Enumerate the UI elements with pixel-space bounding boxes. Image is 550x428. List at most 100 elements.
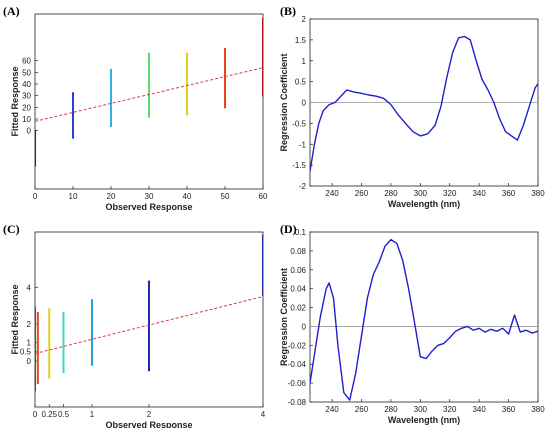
plot-frame xyxy=(309,231,539,403)
coefficient-line xyxy=(310,238,538,401)
y-tick-label: 1 xyxy=(27,339,32,348)
x-tick-label: 360 xyxy=(502,189,516,198)
x-tick-label: 280 xyxy=(384,189,398,198)
data-point xyxy=(109,124,113,128)
y-tick-label: -0.5 xyxy=(292,119,306,128)
y-tick-label: -1 xyxy=(299,140,307,149)
y-tick-label: 40 xyxy=(22,80,31,89)
x-tick-label: 2 xyxy=(147,410,152,419)
data-point xyxy=(147,115,151,118)
data-point xyxy=(62,311,65,315)
x-tick-label: 40 xyxy=(183,192,192,201)
x-tick-label: 0.5 xyxy=(58,410,70,419)
data-point xyxy=(223,47,227,51)
fit-line xyxy=(35,67,263,122)
y-tick-label: 0.04 xyxy=(290,285,306,294)
y-tick-label: 1 xyxy=(302,57,307,66)
plot-area xyxy=(310,35,538,172)
data-point xyxy=(36,381,40,385)
data-point xyxy=(71,136,75,139)
data-point xyxy=(261,293,263,296)
x-axis-label: Wavelength (nm) xyxy=(388,415,460,425)
y-tick-label: 4 xyxy=(27,283,32,292)
data-point xyxy=(147,368,151,372)
x-axis-label: Observed Response xyxy=(105,420,192,428)
y-tick-label: -0.06 xyxy=(288,379,307,388)
x-tick-label: 380 xyxy=(531,405,545,414)
panel-b: (B) 240 260 280 300 320 340 360 380 -2 -1.5 -1 -0.5 0… xyxy=(279,4,545,209)
x-tick-label: 340 xyxy=(472,405,486,414)
data-point xyxy=(109,68,113,72)
y-tick-label: 0 xyxy=(27,127,32,136)
y-tick-label: -0.02 xyxy=(288,341,307,350)
x-tick-label: 260 xyxy=(355,405,369,414)
y-tick-label: 0.1 xyxy=(295,228,307,237)
x-tick-label: 4 xyxy=(261,410,266,419)
data-point xyxy=(36,311,40,315)
x-tick-label: 360 xyxy=(502,405,516,414)
fit-line xyxy=(35,295,263,355)
data-point xyxy=(71,92,75,95)
x-tick-label: 10 xyxy=(69,192,78,201)
data-point xyxy=(261,94,263,97)
panel-d: (D) 240 260 280 300 320 340 360 380 -0.08 -0.06 -0.… xyxy=(279,222,545,425)
plot-area xyxy=(35,234,263,392)
x-tick-label: 20 xyxy=(107,192,116,201)
x-tick-label: 0 xyxy=(33,410,38,419)
x-tick-label: 300 xyxy=(414,189,428,198)
y-tick-label: -1.5 xyxy=(292,161,306,170)
y-axis-label: Regression Coefficient xyxy=(279,268,289,366)
x-tick-label: 0.25 xyxy=(41,410,57,419)
data-point xyxy=(62,370,65,374)
data-point xyxy=(261,234,263,237)
y-tick-label: -2 xyxy=(299,182,307,191)
y-tick-label: 0.02 xyxy=(290,304,306,313)
x-tick-label: 300 xyxy=(414,405,428,414)
x-tick-label: 60 xyxy=(259,192,268,201)
x-axis-label: Observed Response xyxy=(105,202,192,212)
data-point xyxy=(48,376,51,379)
data-point xyxy=(48,308,51,311)
coefficient-line xyxy=(310,35,538,172)
y-tick-label: 0.5 xyxy=(295,78,307,87)
x-tick-label: 30 xyxy=(145,192,154,201)
y-tick-label: 50 xyxy=(22,68,31,77)
x-tick-label: 260 xyxy=(355,189,369,198)
y-tick-label: 2 xyxy=(302,15,307,24)
data-point xyxy=(185,113,189,116)
data-point xyxy=(35,129,37,132)
data-point xyxy=(223,106,227,109)
x-tick-label: 320 xyxy=(443,189,457,198)
data-point xyxy=(147,52,151,55)
y-tick-label: 0.5 xyxy=(20,348,32,357)
x-tick-label: 340 xyxy=(472,189,486,198)
data-point xyxy=(90,298,94,302)
plot-area xyxy=(310,238,538,401)
panel-label: (C) xyxy=(3,222,20,236)
y-tick-label: 20 xyxy=(22,103,31,112)
x-tick-label: 280 xyxy=(384,405,398,414)
data-point xyxy=(90,363,94,366)
data-point xyxy=(185,52,189,55)
panel-label: (B) xyxy=(280,4,296,18)
panel-a: (A) 0 10 20 30 40 50 60 0 10 20 30 40 50 60 Observed Re… xyxy=(3,4,268,212)
x-tick-label: 240 xyxy=(325,405,339,414)
y-tick-label: 0 xyxy=(302,322,307,331)
y-tick-label: 0.08 xyxy=(290,247,306,256)
data-point xyxy=(261,17,263,20)
x-tick-label: 50 xyxy=(221,192,230,201)
y-tick-label: 60 xyxy=(22,57,31,66)
panel-label: (A) xyxy=(3,4,20,18)
x-tick-label: 0 xyxy=(33,192,38,201)
y-tick-label: 0 xyxy=(302,99,307,108)
y-tick-label: 2 xyxy=(27,320,32,329)
x-tick-label: 240 xyxy=(325,189,339,198)
y-axis-label: Regression Coefficient xyxy=(279,53,289,151)
y-tick-label: 1.5 xyxy=(295,36,307,45)
panel-label: (D) xyxy=(280,222,297,236)
y-tick-label: 0.06 xyxy=(290,266,306,275)
y-tick-label: 0 xyxy=(27,357,32,366)
y-tick-label: 30 xyxy=(22,92,31,101)
x-axis-label: Wavelength (nm) xyxy=(388,199,460,209)
